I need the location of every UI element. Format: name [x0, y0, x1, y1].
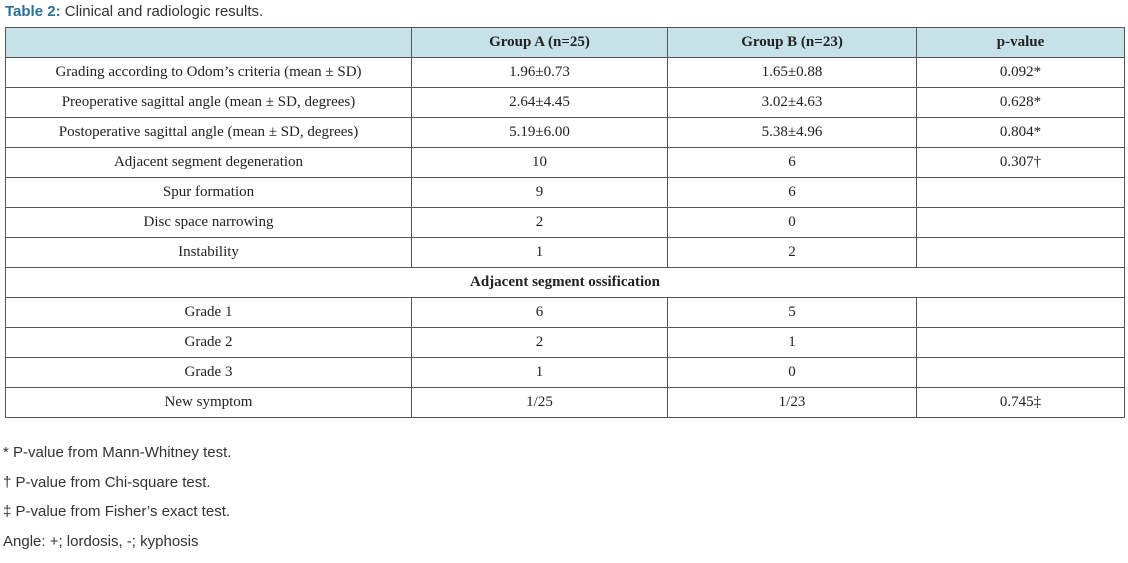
table-row: Preoperative sagittal angle (mean ± SD, …	[5, 87, 1125, 118]
table-cell: 0	[667, 207, 917, 238]
table-cell: 0.628*	[916, 87, 1125, 118]
row-label: Adjacent segment degeneration	[5, 147, 412, 178]
table-cell: 0.092*	[916, 57, 1125, 88]
table-cell: 1	[411, 357, 668, 388]
table-cell: 6	[667, 177, 917, 208]
table-cell: 10	[411, 147, 668, 178]
table-cell: 6	[667, 147, 917, 178]
table-cell: 2	[411, 207, 668, 238]
table-cell: 6	[411, 297, 668, 328]
header-cell: p-value	[916, 27, 1125, 58]
table-cell: 2	[667, 237, 917, 268]
footnote: ‡ P-value from Fisher’s exact test.	[3, 503, 231, 521]
table-row: Adjacent segment degeneration 10 6 0.307†	[5, 147, 1125, 178]
header-cell: Group B (n=23)	[667, 27, 917, 58]
footnote: * P-value from Mann-Whitney test.	[3, 444, 232, 461]
table-cell	[916, 357, 1125, 388]
table-cell: 2.64±4.45	[411, 87, 668, 118]
table-cell: 3.02±4.63	[667, 87, 917, 118]
table-row: Instability 1 2	[5, 237, 1125, 268]
row-label: Instability	[5, 237, 412, 268]
row-label: Spur formation	[5, 177, 412, 208]
table-row: Spur formation 9 6	[5, 177, 1125, 208]
results-table: Group A (n=25) Group B (n=23) p-value Gradi…	[5, 27, 1125, 418]
row-label: Disc space narrowing	[5, 207, 412, 238]
table-cell: 1	[667, 327, 917, 358]
table-cell: 1/23	[667, 387, 917, 418]
table-cell	[916, 237, 1125, 268]
row-label: Preoperative sagittal angle (mean ± SD, …	[5, 87, 412, 118]
table-cell: 0.745‡	[916, 387, 1125, 418]
row-label: Postoperative sagittal angle (mean ± SD,…	[5, 117, 412, 148]
table-cell: 1.65±0.88	[667, 57, 917, 88]
row-label: Grade 3	[5, 357, 412, 388]
table-cell: 2	[411, 327, 668, 358]
table-row: Adjacent segment ossification	[5, 267, 1125, 298]
table-cell: 1	[411, 237, 668, 268]
table-row: New symptom 1/25 1/23 0.745‡	[5, 387, 1125, 418]
table-cell	[916, 297, 1125, 328]
caption-text: Clinical and radiologic results.	[64, 3, 264, 20]
table-cell: 0.804*	[916, 117, 1125, 148]
row-label: Grade 1	[5, 297, 412, 328]
table-cell: 5.19±6.00	[411, 117, 668, 148]
caption: Table 2: Clinical and radiologic results…	[5, 3, 263, 20]
table-cell	[916, 177, 1125, 208]
table-row: Grading according to Odom’s criteria (me…	[5, 57, 1125, 88]
row-label: Grade 2	[5, 327, 412, 358]
table-cell: 5.38±4.96	[667, 117, 917, 148]
table-cell: 1.96±0.73	[411, 57, 668, 88]
table-cell	[916, 327, 1125, 358]
table-row: Postoperative sagittal angle (mean ± SD,…	[5, 117, 1125, 148]
table-cell: 9	[411, 177, 668, 208]
table-row: Disc space narrowing 2 0	[5, 207, 1125, 238]
header-cell	[5, 27, 412, 58]
footnote: Angle: +; lordosis, -; kyphosis	[3, 533, 199, 551]
footnote: † P-value from Chi-square test.	[3, 473, 211, 491]
row-label: Grading according to Odom’s criteria (me…	[5, 57, 412, 88]
header-cell: Group A (n=25)	[411, 27, 668, 58]
section-cell: Adjacent segment ossification	[5, 267, 1125, 298]
table-cell: 5	[667, 297, 917, 328]
table-cell	[916, 207, 1125, 238]
table-cell: 1/25	[411, 387, 668, 418]
footnotes: * P-value from Mann-Whitney test. † P-val…	[3, 444, 231, 563]
table-cell: 0	[667, 357, 917, 388]
caption-label: Table 2:	[5, 3, 61, 20]
table-cell: 0.307†	[916, 147, 1125, 178]
header-row: Group A (n=25) Group B (n=23) p-value	[5, 27, 1125, 58]
row-label: New symptom	[5, 387, 412, 418]
